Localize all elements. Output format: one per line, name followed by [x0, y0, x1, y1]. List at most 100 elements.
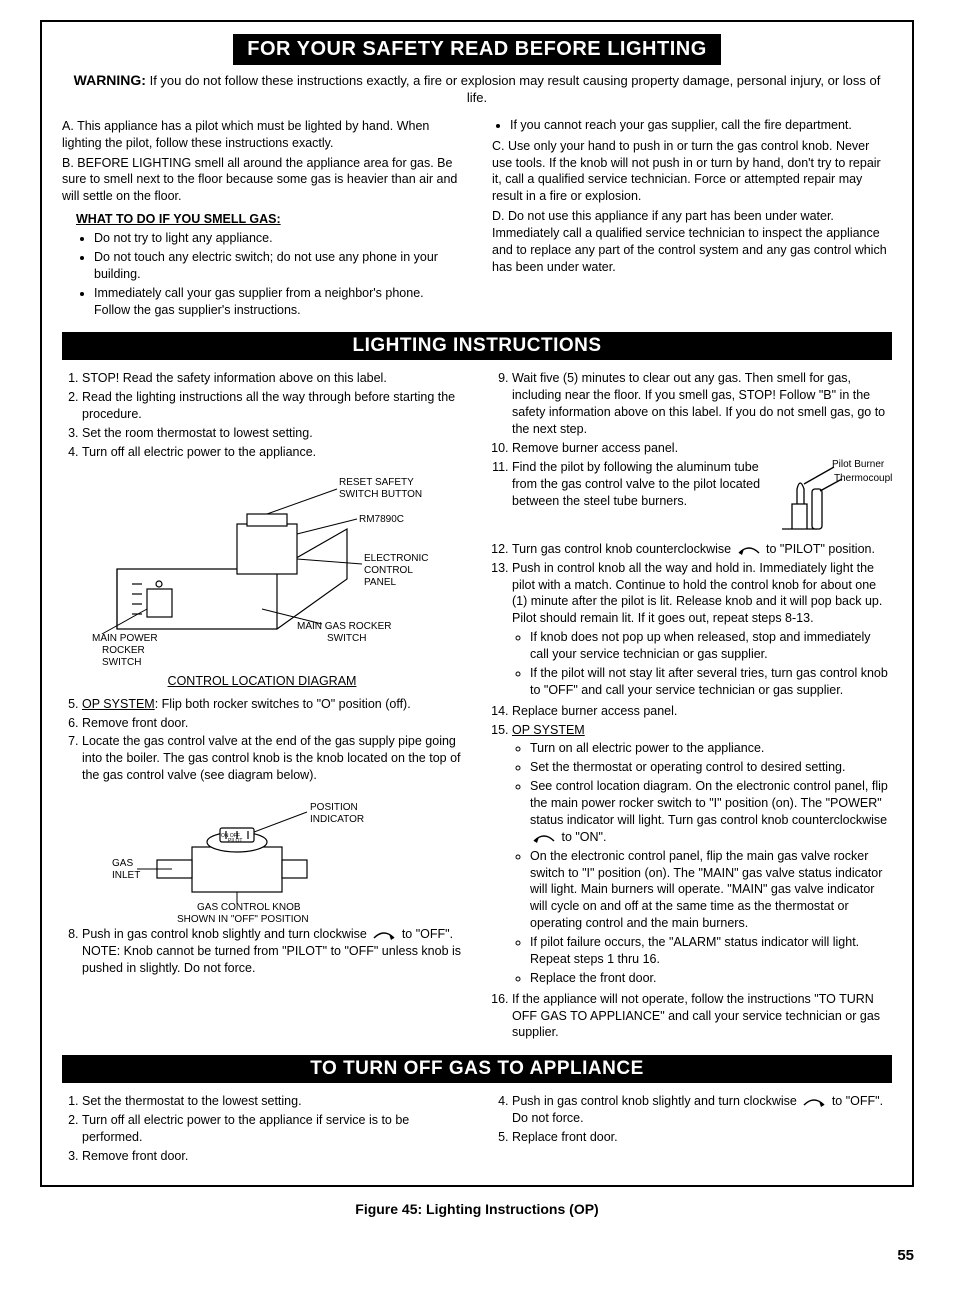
turnoff-right-list: Push in gas control knob slightly and tu…: [492, 1093, 892, 1146]
step-5-rest: : Flip both rocker switches to "O" posit…: [155, 697, 411, 711]
smell-b2: Do not touch any electric switch; do not…: [94, 249, 462, 283]
step-5: OP SYSTEM: Flip both rocker switches to …: [82, 696, 462, 713]
gas-control-diagram: POSITION INDICATOR GAS INLET GAS CONTROL…: [102, 792, 422, 922]
step-14: Replace burner access panel.: [512, 703, 892, 720]
step-15: OP SYSTEM Turn on all electric power to …: [512, 722, 892, 987]
step-13-b2: If the pilot will not stay lit after sev…: [530, 665, 892, 699]
pilot-burner-diagram: Pilot Burner Thermocouple: [772, 459, 892, 539]
to-5: Replace front door.: [512, 1129, 892, 1146]
thermo-label: Thermocouple: [834, 473, 892, 484]
step-15-b3b: to "ON".: [558, 830, 606, 844]
diag2-inlet: INLET: [112, 870, 140, 881]
diag1-mainpower-1: MAIN POWER: [92, 633, 158, 644]
turnoff-left: Set the thermostat to the lowest setting…: [62, 1091, 462, 1169]
turnoff-left-list: Set the thermostat to the lowest setting…: [62, 1093, 462, 1165]
warning-label: WARNING:: [74, 72, 146, 88]
turnoff-columns: Set the thermostat to the lowest setting…: [62, 1091, 892, 1169]
lighting-left-list-2: OP SYSTEM: Flip both rocker switches to …: [62, 696, 462, 784]
step-11-text: Find the pilot by following the aluminum…: [512, 459, 764, 510]
to-1: Set the thermostat to the lowest setting…: [82, 1093, 462, 1110]
to-3: Remove front door.: [82, 1148, 462, 1165]
step-6: Remove front door.: [82, 715, 462, 732]
lighting-left-list: STOP! Read the safety information above …: [62, 370, 462, 460]
diag1-rm: RM7890C: [359, 514, 404, 525]
step-15-label: OP SYSTEM: [512, 723, 585, 737]
content-frame: FOR YOUR SAFETY READ BEFORE LIGHTING WAR…: [40, 20, 914, 1187]
diag1-reset-2: SWITCH BUTTON: [339, 489, 422, 500]
safety-D: D. Do not use this appliance if any part…: [492, 208, 892, 276]
diag1-gasrocker-2: SWITCH: [327, 633, 366, 644]
safety-D-text: Do not use this appliance if any part ha…: [492, 209, 887, 274]
lighting-left-list-3: Push in gas control knob slightly and tu…: [62, 926, 462, 977]
step-7: Locate the gas control valve at the end …: [82, 733, 462, 784]
step-13-text: Push in control knob all the way and hol…: [512, 561, 882, 626]
smell-b1: Do not try to light any appliance.: [94, 230, 462, 247]
step-11: Find the pilot by following the aluminum…: [512, 459, 892, 539]
step-3: Set the room thermostat to lowest settin…: [82, 425, 462, 442]
step-15-b5: If pilot failure occurs, the "ALARM" sta…: [530, 934, 892, 968]
smell-heading: WHAT TO DO IF YOU SMELL GAS:: [76, 211, 462, 228]
step-12: Turn gas control knob counterclockwise t…: [512, 541, 892, 558]
warning-text: If you do not follow these instructions …: [146, 73, 880, 105]
step-15-b2: Set the thermostat or operating control …: [530, 759, 892, 776]
to-4: Push in gas control knob slightly and tu…: [512, 1093, 892, 1127]
page-number: 55: [40, 1247, 914, 1264]
step-1: STOP! Read the safety information above …: [82, 370, 462, 387]
to-2: Turn off all electric power to the appli…: [82, 1112, 462, 1146]
warning-line: WARNING: If you do not follow these inst…: [62, 71, 892, 107]
diag1-mainpower-2: ROCKER: [102, 645, 145, 656]
clockwise-arrow-icon: [370, 928, 398, 942]
diag2-shown: SHOWN IN "OFF" POSITION: [177, 914, 309, 922]
lighting-right: Wait five (5) minutes to clear out any g…: [492, 368, 892, 1045]
diag1-mainpower-3: SWITCH: [102, 657, 141, 668]
safety-C-text: Use only your hand to push in or turn th…: [492, 139, 881, 204]
step-15-b6: Replace the front door.: [530, 970, 892, 987]
step-16: If the appliance will not operate, follo…: [512, 991, 892, 1042]
step-9: Wait five (5) minutes to clear out any g…: [512, 370, 892, 438]
step-13: Push in control knob all the way and hol…: [512, 560, 892, 699]
diag2-gas: GAS: [112, 858, 133, 869]
smell-b4: If you cannot reach your gas supplier, c…: [510, 117, 892, 134]
step-12a: Turn gas control knob counterclockwise: [512, 542, 735, 556]
smell-bullets-cont: If you cannot reach your gas supplier, c…: [492, 117, 892, 134]
svg-text:PILOT: PILOT: [228, 838, 242, 844]
diag1-panel-2: CONTROL: [364, 565, 413, 576]
turnoff-banner: TO TURN OFF GAS TO APPLIANCE: [62, 1055, 892, 1083]
diag1-reset-1: RESET SAFETY: [339, 477, 414, 488]
figure-caption: Figure 45: Lighting Instructions (OP): [40, 1201, 914, 1217]
smell-bullets: Do not try to light any appliance. Do no…: [76, 230, 462, 318]
diag2-knob: GAS CONTROL KNOB: [197, 902, 301, 913]
safety-left: A. This appliance has a pilot which must…: [62, 115, 462, 323]
safety-B: B. BEFORE LIGHTING smell all around the …: [62, 155, 462, 206]
safety-C: C. Use only your hand to push in or turn…: [492, 138, 892, 206]
diag1-caption: CONTROL LOCATION DIAGRAM: [62, 673, 462, 690]
lighting-left: STOP! Read the safety information above …: [62, 368, 462, 1045]
step-15-b3a: See control location diagram. On the ele…: [530, 779, 888, 827]
counterclockwise-arrow-icon: [530, 831, 558, 845]
to-4a: Push in gas control knob slightly and tu…: [512, 1094, 800, 1108]
step-8: Push in gas control knob slightly and tu…: [82, 926, 462, 977]
smell-b3: Immediately call your gas supplier from …: [94, 285, 462, 319]
lighting-columns: STOP! Read the safety information above …: [62, 368, 892, 1045]
step-15-b1: Turn on all electric power to the applia…: [530, 740, 892, 757]
safety-A: A. This appliance has a pilot which must…: [62, 118, 462, 152]
safety-A-text: This appliance has a pilot which must be…: [62, 119, 429, 150]
turnoff-right: Push in gas control knob slightly and tu…: [492, 1091, 892, 1169]
diag2-pos-1: POSITION: [310, 802, 358, 813]
control-location-diagram: RESET SAFETY SWITCH BUTTON RM7890C ELECT…: [87, 469, 437, 669]
step-10: Remove burner access panel.: [512, 440, 892, 457]
lighting-banner: LIGHTING INSTRUCTIONS: [62, 332, 892, 360]
diag2-pos-2: INDICATOR: [310, 814, 364, 825]
diag1-panel-3: PANEL: [364, 577, 396, 588]
step-5-label: OP SYSTEM: [82, 697, 155, 711]
step-15-b3: See control location diagram. On the ele…: [530, 778, 892, 846]
safety-B-text: BEFORE LIGHTING smell all around the app…: [62, 156, 457, 204]
safety-right: If you cannot reach your gas supplier, c…: [492, 115, 892, 323]
safety-banner-text: FOR YOUR SAFETY READ BEFORE LIGHTING: [233, 34, 721, 65]
step-2: Read the lighting instructions all the w…: [82, 389, 462, 423]
safety-columns: A. This appliance has a pilot which must…: [62, 115, 892, 323]
diag1-panel-1: ELECTRONIC: [364, 553, 428, 564]
diag1-gasrocker-1: MAIN GAS ROCKER: [297, 621, 391, 632]
step-4: Turn off all electric power to the appli…: [82, 444, 462, 461]
step-13-b1: If knob does not pop up when released, s…: [530, 629, 892, 663]
